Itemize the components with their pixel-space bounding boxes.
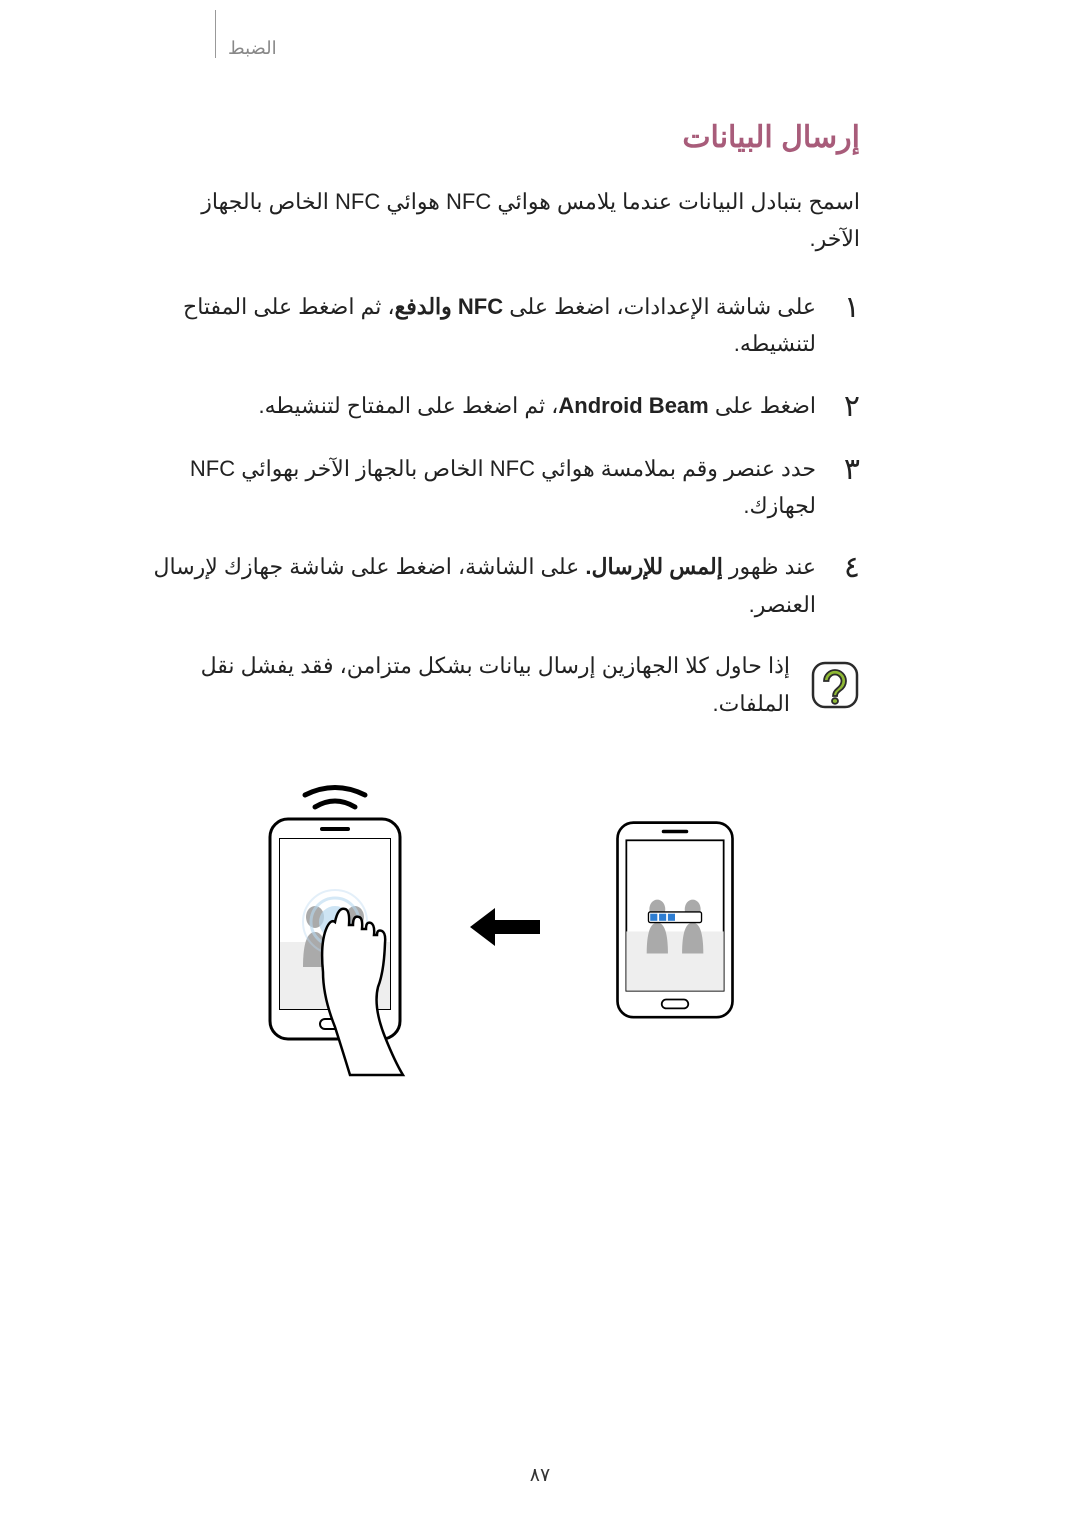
step-number: ١ bbox=[838, 288, 860, 327]
page-number: ٨٧ bbox=[0, 1464, 1080, 1487]
phone-sender bbox=[235, 777, 435, 1082]
step-text: حدد عنصر وقم بملامسة هوائي NFC الخاص بال… bbox=[150, 450, 816, 525]
step-bold: NFC والدفع bbox=[395, 294, 504, 319]
step-pre: اضغط على bbox=[709, 393, 816, 418]
step-pre: عند ظهور bbox=[723, 554, 816, 579]
header-divider bbox=[215, 10, 216, 58]
step-number: ٤ bbox=[838, 548, 860, 587]
step-item: ١ على شاشة الإعدادات، اضغط على NFC والدف… bbox=[150, 288, 860, 363]
step-bold: Android Beam bbox=[558, 393, 708, 418]
phone-receiver bbox=[575, 812, 775, 1047]
info-icon bbox=[810, 660, 860, 710]
nfc-illustration bbox=[150, 777, 860, 1082]
step-bold: إلمس للإرسال. bbox=[585, 554, 722, 579]
note-text: إذا حاول كلا الجهازين إرسال بيانات بشكل … bbox=[150, 647, 790, 722]
note-callout: إذا حاول كلا الجهازين إرسال بيانات بشكل … bbox=[150, 647, 860, 722]
step-pre: حدد عنصر وقم بملامسة هوائي NFC الخاص بال… bbox=[190, 456, 816, 518]
step-item: ٣ حدد عنصر وقم بملامسة هوائي NFC الخاص ب… bbox=[150, 450, 860, 525]
intro-text: اسمح بتبادل البيانات عندما يلامس هوائي N… bbox=[150, 183, 860, 258]
step-number: ٢ bbox=[838, 387, 860, 426]
step-number: ٣ bbox=[838, 450, 860, 489]
step-pre: على شاشة الإعدادات، اضغط على bbox=[503, 294, 816, 319]
step-text: اضغط على Android Beam، ثم اضغط على المفت… bbox=[150, 387, 816, 424]
arrow-icon bbox=[465, 902, 545, 957]
step-post: ، ثم اضغط على المفتاح لتنشيطه. bbox=[259, 393, 559, 418]
header-label: الضبط bbox=[228, 38, 277, 59]
steps-list: ١ على شاشة الإعدادات، اضغط على NFC والدف… bbox=[150, 288, 860, 623]
step-item: ٢ اضغط على Android Beam، ثم اضغط على الم… bbox=[150, 387, 860, 426]
step-text: عند ظهور إلمس للإرسال. على الشاشة، اضغط … bbox=[150, 548, 816, 623]
step-text: على شاشة الإعدادات، اضغط على NFC والدفع،… bbox=[150, 288, 816, 363]
section-title: إرسال البيانات bbox=[150, 120, 860, 155]
step-item: ٤ عند ظهور إلمس للإرسال. على الشاشة، اضغ… bbox=[150, 548, 860, 623]
